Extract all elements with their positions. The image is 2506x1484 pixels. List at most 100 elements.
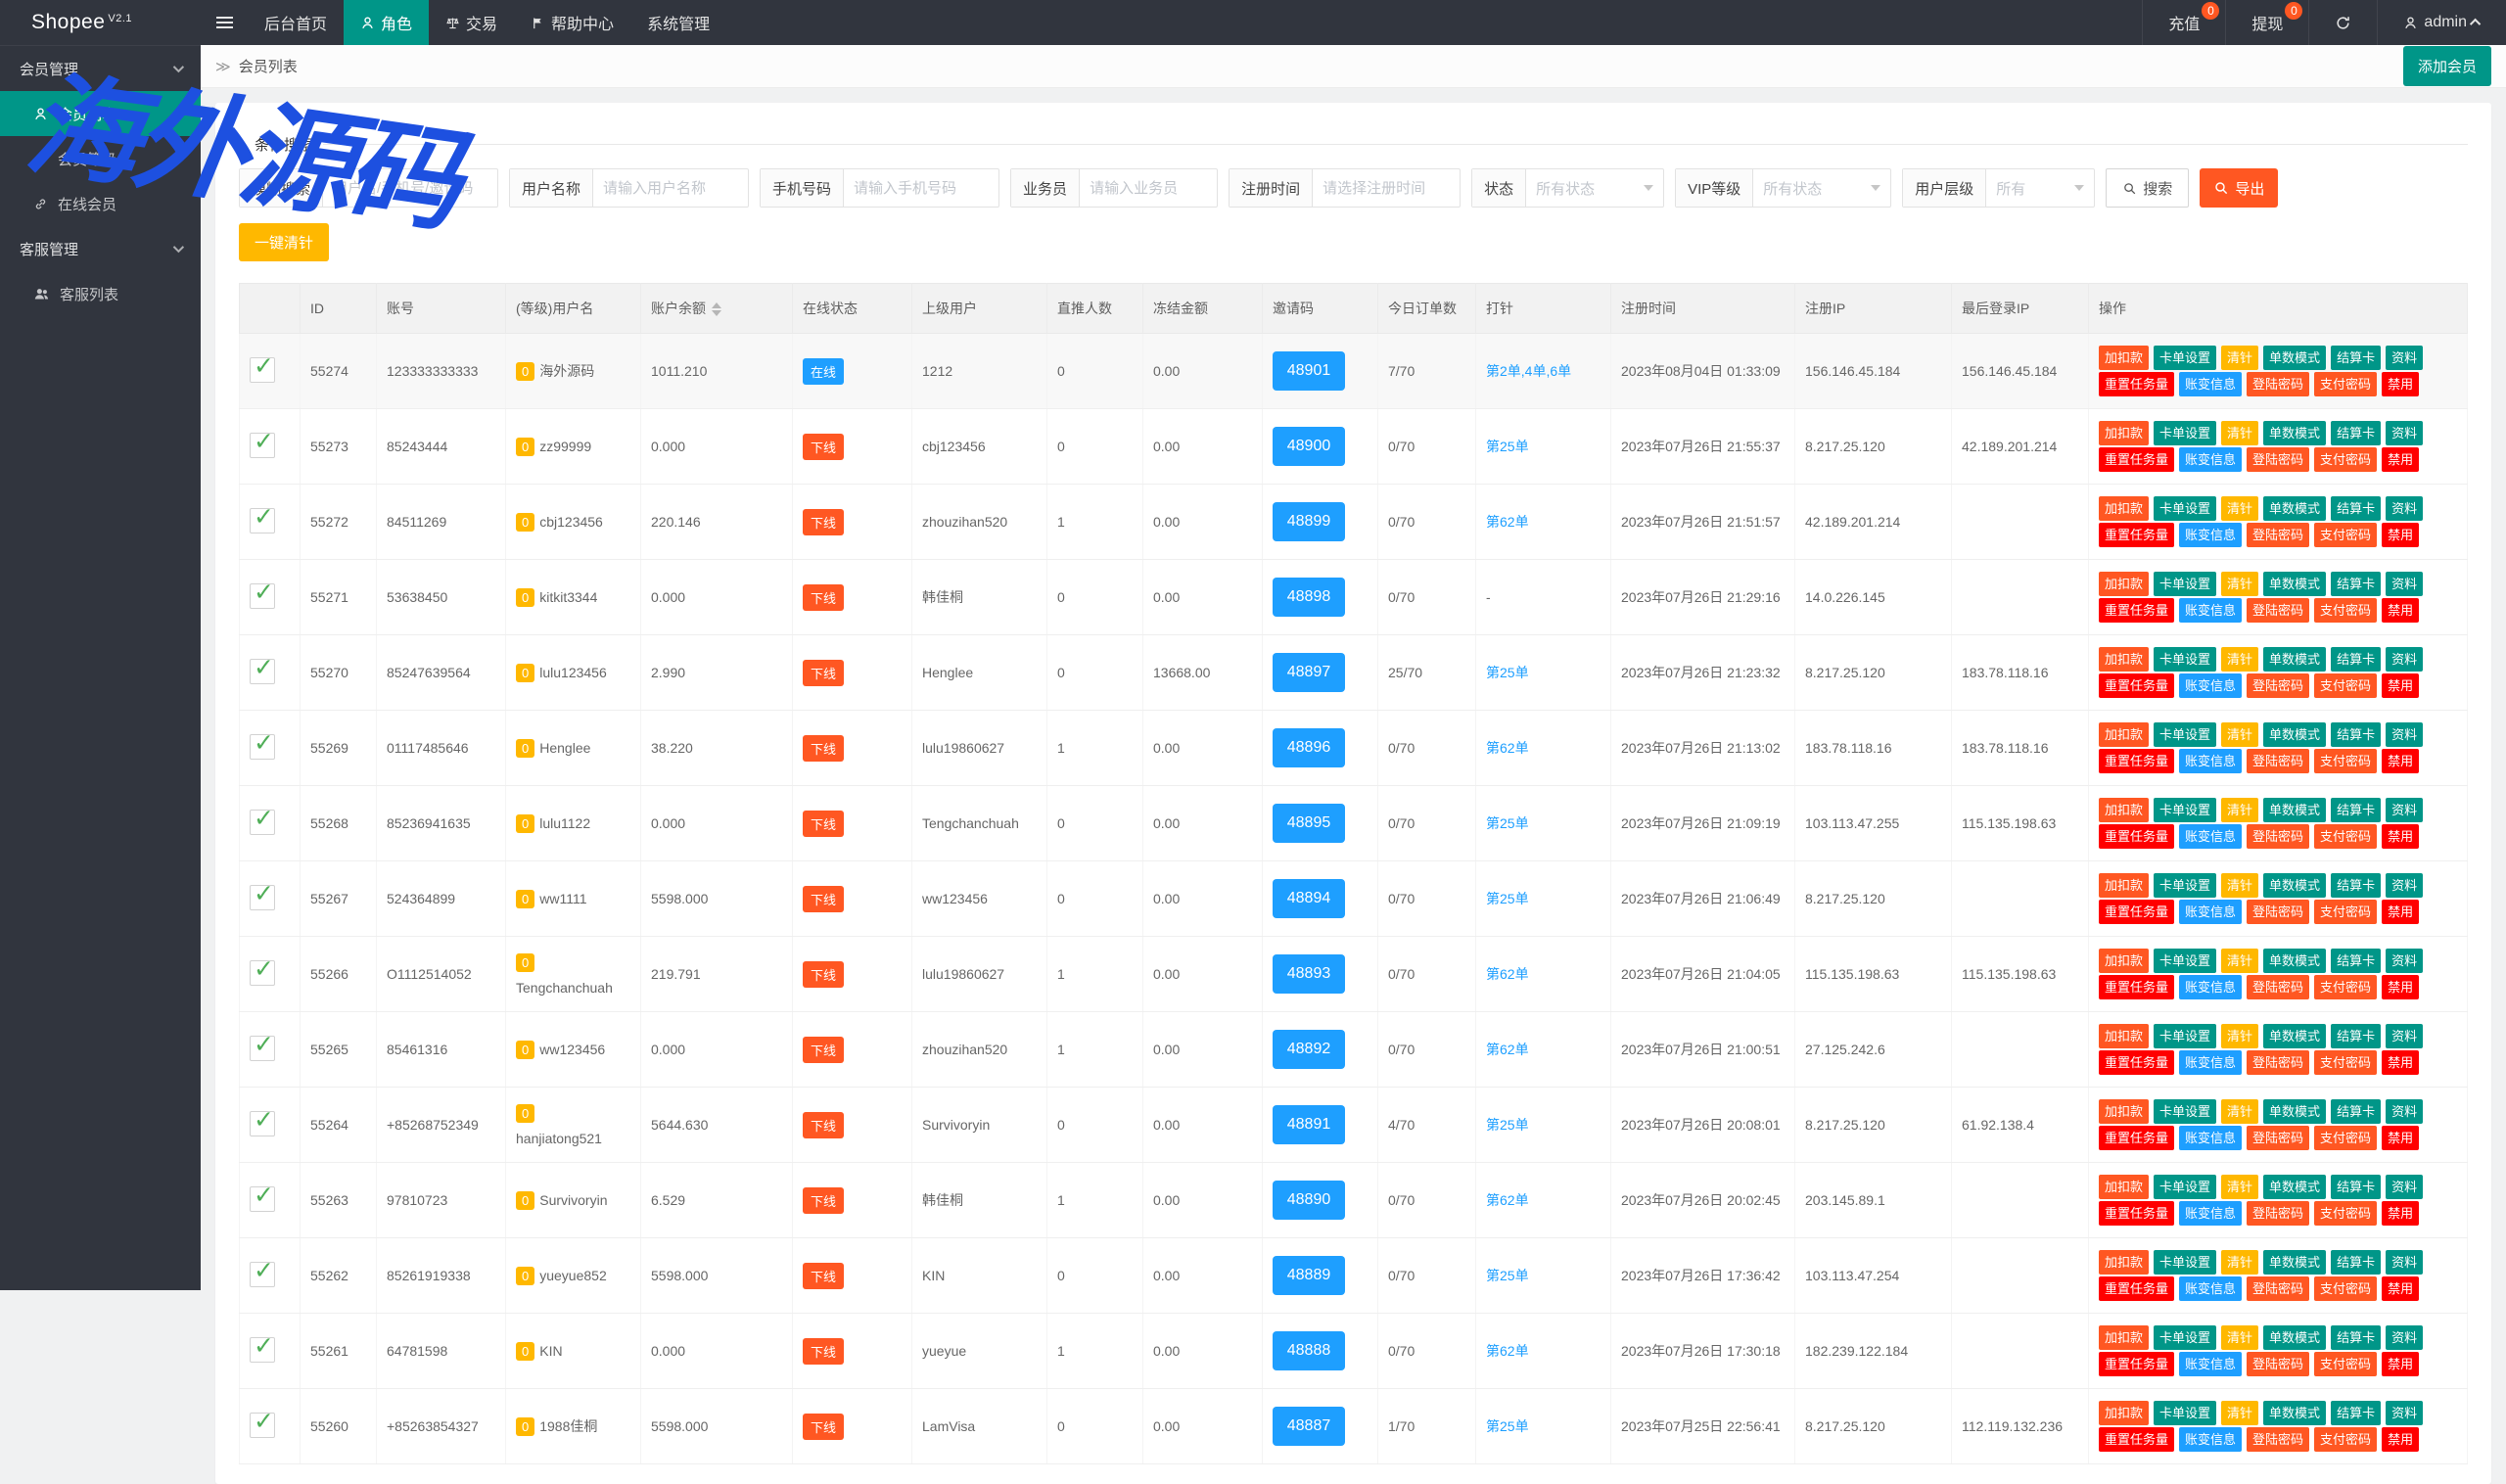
settlement-card-button[interactable]: 结算卡 [2331,346,2382,370]
reset-task-volume-button[interactable]: 重置任务量 [2099,673,2175,698]
reset-task-volume-button[interactable]: 重置任务量 [2099,1050,2175,1075]
sidebar-group-support-management[interactable]: 客服管理 [0,226,201,271]
order-count-mode-button[interactable]: 单数模式 [2263,949,2327,973]
card-order-settings-button[interactable]: 卡单设置 [2154,949,2217,973]
profile-button[interactable]: 资料 [2386,722,2424,747]
disable-button[interactable]: 禁用 [2382,1427,2420,1452]
pin-link[interactable]: 第25单 [1486,891,1529,906]
nav-item-help-center[interactable]: 帮助中心 [514,0,630,45]
clear-pin-button[interactable]: 清针 [2221,1250,2259,1275]
settlement-card-button[interactable]: 结算卡 [2331,1325,2382,1350]
clear-pin-button[interactable]: 清针 [2221,1401,2259,1425]
row-checkbox[interactable] [250,653,275,684]
register-time-input[interactable] [1313,169,1461,207]
profile-button[interactable]: 资料 [2386,496,2424,521]
invite-code-button[interactable]: 48901 [1273,351,1345,391]
card-order-settings-button[interactable]: 卡单设置 [2154,722,2217,747]
reset-task-volume-button[interactable]: 重置任务量 [2099,598,2175,623]
profile-button[interactable]: 资料 [2386,1250,2424,1275]
reset-task-volume-button[interactable]: 重置任务量 [2099,1427,2175,1452]
invite-code-button[interactable]: 48892 [1273,1030,1345,1069]
account-change-info-button[interactable]: 账变信息 [2179,1126,2243,1150]
row-checkbox[interactable] [250,728,275,760]
row-checkbox[interactable] [250,1105,275,1136]
reset-task-volume-button[interactable]: 重置任务量 [2099,749,2175,773]
invite-code-button[interactable]: 48899 [1273,502,1345,541]
order-count-mode-button[interactable]: 单数模式 [2263,1024,2327,1048]
order-count-mode-button[interactable]: 单数模式 [2263,1325,2327,1350]
settlement-card-button[interactable]: 结算卡 [2331,421,2382,445]
login-password-button[interactable]: 登陆密码 [2247,372,2310,396]
sidebar-item-member-list[interactable]: 会员列表 [0,91,201,136]
username-input[interactable] [593,169,749,207]
disable-button[interactable]: 禁用 [2382,1201,2420,1226]
sidebar-item-support-list[interactable]: 客服列表 [0,271,201,316]
settlement-card-button[interactable]: 结算卡 [2331,647,2382,672]
sidebar-item-online-members[interactable]: 在线会员 [0,181,201,226]
profile-button[interactable]: 资料 [2386,1325,2424,1350]
invite-code-button[interactable]: 48896 [1273,728,1345,767]
order-count-mode-button[interactable]: 单数模式 [2263,873,2327,898]
order-count-mode-button[interactable]: 单数模式 [2263,496,2327,521]
invite-code-button[interactable]: 48893 [1273,954,1345,994]
adjust-balance-button[interactable]: 加扣款 [2099,421,2150,445]
reset-task-volume-button[interactable]: 重置任务量 [2099,523,2175,547]
login-password-button[interactable]: 登陆密码 [2247,1050,2310,1075]
adjust-balance-button[interactable]: 加扣款 [2099,1175,2150,1199]
adjust-balance-button[interactable]: 加扣款 [2099,798,2150,822]
pin-link[interactable]: 第62单 [1486,1343,1529,1359]
reset-task-volume-button[interactable]: 重置任务量 [2099,1126,2175,1150]
login-password-button[interactable]: 登陆密码 [2247,1201,2310,1226]
invite-code-button[interactable]: 48888 [1273,1331,1345,1370]
settlement-card-button[interactable]: 结算卡 [2331,1024,2382,1048]
pin-link[interactable]: 第25单 [1486,665,1529,680]
clear-pin-button[interactable]: 清针 [2221,572,2259,596]
profile-button[interactable]: 资料 [2386,798,2424,822]
pay-password-button[interactable]: 支付密码 [2314,1352,2378,1376]
reset-task-volume-button[interactable]: 重置任务量 [2099,900,2175,924]
clear-pin-button[interactable]: 清针 [2221,1024,2259,1048]
card-order-settings-button[interactable]: 卡单设置 [2154,1024,2217,1048]
user-menu[interactable]: admin [2377,0,2506,45]
login-password-button[interactable]: 登陆密码 [2247,1352,2310,1376]
reset-task-volume-button[interactable]: 重置任务量 [2099,1276,2175,1301]
card-order-settings-button[interactable]: 卡单设置 [2154,647,2217,672]
profile-button[interactable]: 资料 [2386,1024,2424,1048]
disable-button[interactable]: 禁用 [2382,447,2420,472]
clear-pin-button[interactable]: 清针 [2221,496,2259,521]
sidebar-collapse-button[interactable] [201,0,248,45]
refresh-button[interactable] [2308,0,2377,45]
pin-link[interactable]: 第25单 [1486,815,1529,831]
sidebar-group-member-management[interactable]: 会员管理 [0,46,201,91]
pay-password-button[interactable]: 支付密码 [2314,447,2378,472]
invite-code-button[interactable]: 48890 [1273,1181,1345,1220]
login-password-button[interactable]: 登陆密码 [2247,523,2310,547]
clear-pin-button[interactable]: 清针 [2221,421,2259,445]
settlement-card-button[interactable]: 结算卡 [2331,1099,2382,1124]
nav-item-dashboard[interactable]: 后台首页 [264,17,328,33]
adjust-balance-button[interactable]: 加扣款 [2099,346,2150,370]
pay-password-button[interactable]: 支付密码 [2314,749,2378,773]
order-count-mode-button[interactable]: 单数模式 [2263,647,2327,672]
clear-pin-button[interactable]: 清针 [2221,1325,2259,1350]
settlement-card-button[interactable]: 结算卡 [2331,572,2382,596]
disable-button[interactable]: 禁用 [2382,900,2420,924]
order-count-mode-button[interactable]: 单数模式 [2263,1175,2327,1199]
row-checkbox[interactable] [250,427,275,458]
user-tier-select[interactable]: 所有 [1986,169,2094,207]
pay-password-button[interactable]: 支付密码 [2314,1126,2378,1150]
card-order-settings-button[interactable]: 卡单设置 [2154,873,2217,898]
vip-level-select[interactable]: 所有状态 [1753,169,1890,207]
card-order-settings-button[interactable]: 卡单设置 [2154,421,2217,445]
login-password-button[interactable]: 登陆密码 [2247,447,2310,472]
row-checkbox[interactable] [250,954,275,986]
clear-pin-button[interactable]: 清针 [2221,1175,2259,1199]
order-count-mode-button[interactable]: 单数模式 [2263,1250,2327,1275]
invite-code-button[interactable]: 48895 [1273,804,1345,843]
pin-link[interactable]: 第62单 [1486,514,1529,530]
recharge-button[interactable]: 充值 0 [2142,0,2225,45]
adjust-balance-button[interactable]: 加扣款 [2099,1099,2150,1124]
row-checkbox[interactable] [250,1331,275,1363]
card-order-settings-button[interactable]: 卡单设置 [2154,572,2217,596]
pin-link[interactable]: 第62单 [1486,1042,1529,1057]
